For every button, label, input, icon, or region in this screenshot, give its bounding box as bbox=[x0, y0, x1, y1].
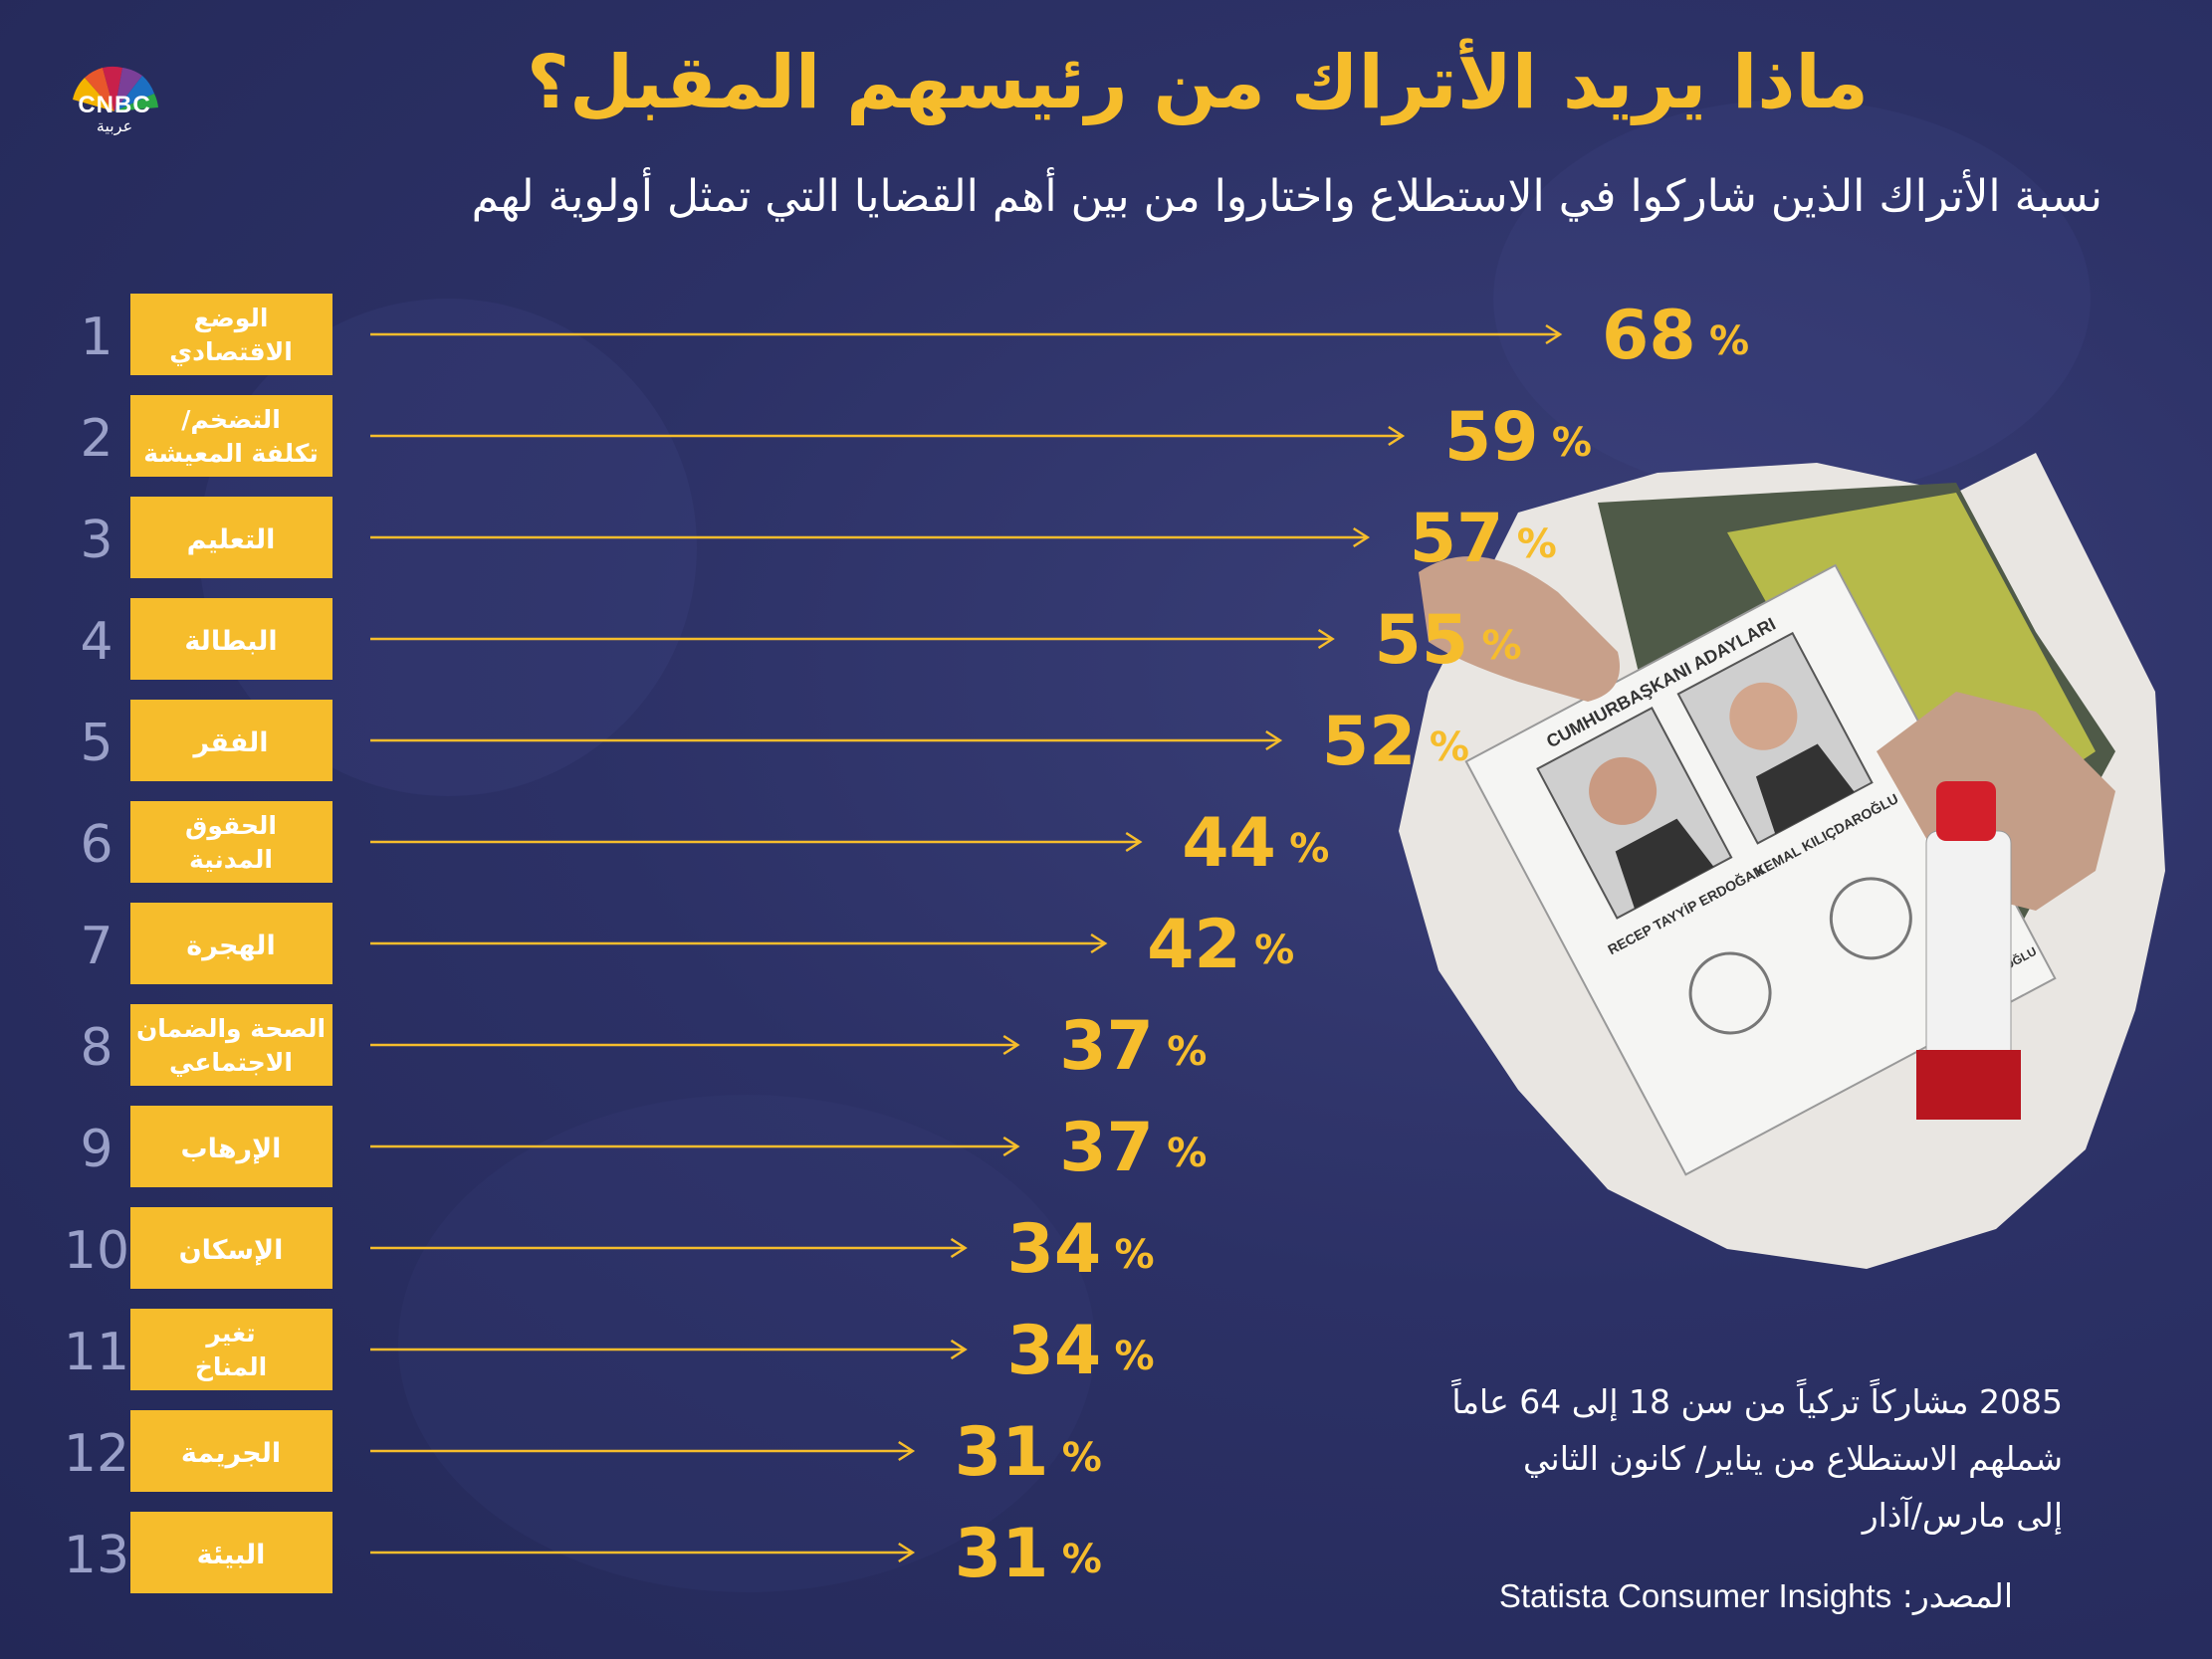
category-box bbox=[130, 1309, 332, 1390]
arrow-head bbox=[1265, 729, 1283, 751]
category-label: التضخم/ bbox=[181, 405, 281, 434]
value-unit: % bbox=[1167, 1029, 1207, 1075]
value-unit: % bbox=[1430, 725, 1469, 770]
value-unit: % bbox=[1709, 318, 1749, 364]
arrow-head bbox=[1125, 831, 1143, 853]
chart-subtitle: نسبة الأتراك الذين شاركوا في الاستطلاع و… bbox=[471, 171, 2102, 222]
rank-number: 9 bbox=[80, 1120, 112, 1179]
rank-number: 6 bbox=[80, 815, 112, 875]
value-unit: % bbox=[1062, 1435, 1102, 1481]
category-box bbox=[130, 1410, 332, 1492]
rank-number: 13 bbox=[64, 1526, 129, 1585]
category-box bbox=[130, 903, 332, 984]
value-unit: % bbox=[1552, 420, 1592, 466]
arrow-head bbox=[1090, 933, 1108, 954]
category-box bbox=[130, 598, 332, 680]
category-label: التعليم bbox=[187, 524, 276, 555]
value-label: 31 bbox=[955, 1515, 1049, 1593]
arrow-head bbox=[1545, 323, 1563, 345]
rank-number: 12 bbox=[64, 1424, 129, 1484]
logo-brand: CNBC bbox=[78, 92, 151, 118]
category-label: الحقوق bbox=[185, 811, 277, 841]
source-credit: المصدر: Statista Consumer Insights bbox=[1499, 1576, 2013, 1615]
category-label: البطالة bbox=[184, 626, 277, 657]
category-box bbox=[130, 497, 332, 578]
cnbc-peacock-icon bbox=[73, 66, 158, 111]
category-box bbox=[130, 801, 332, 883]
value-unit: % bbox=[1482, 623, 1522, 669]
arrow-head bbox=[898, 1440, 916, 1462]
rank-number: 10 bbox=[64, 1221, 129, 1281]
value-label: 37 bbox=[1059, 1109, 1154, 1187]
logo-subtitle: عربية bbox=[96, 116, 133, 135]
arrow-head bbox=[950, 1237, 968, 1259]
rank-number: 5 bbox=[80, 714, 112, 773]
value-label: 57 bbox=[1410, 500, 1504, 578]
value-label: 68 bbox=[1602, 297, 1696, 375]
category-label: الاقتصادي bbox=[169, 337, 293, 367]
category-label: المدنية bbox=[189, 845, 273, 874]
value-label: 52 bbox=[1322, 703, 1417, 781]
category-label: الجريمة bbox=[181, 1438, 281, 1469]
category-box bbox=[130, 1004, 332, 1086]
category-box bbox=[130, 700, 332, 781]
survey-note: 2085 مشاركاً تركياً من سن 18 إلى 64 عاما… bbox=[1346, 1373, 2063, 1544]
rank-number: 1 bbox=[80, 308, 112, 367]
arrow-head bbox=[1353, 526, 1371, 548]
rank-number: 2 bbox=[80, 409, 112, 469]
value-unit: % bbox=[1115, 1334, 1155, 1379]
category-label: تكلفة المعيشة bbox=[143, 439, 319, 468]
value-label: 34 bbox=[1007, 1210, 1102, 1289]
category-label: المناخ bbox=[195, 1352, 267, 1381]
category-label: الاجتماعي bbox=[169, 1048, 293, 1077]
category-label: الصحة والضمان bbox=[136, 1014, 326, 1044]
category-label: الإرهاب bbox=[181, 1134, 282, 1164]
value-unit: % bbox=[1062, 1537, 1102, 1582]
value-label: 34 bbox=[1007, 1312, 1102, 1390]
arrow-head bbox=[1317, 628, 1335, 650]
arrow-head bbox=[1002, 1034, 1020, 1056]
source-label: المصدر: bbox=[1901, 1576, 2013, 1615]
category-box bbox=[130, 395, 332, 477]
rank-number: 8 bbox=[80, 1018, 112, 1078]
value-label: 37 bbox=[1059, 1007, 1154, 1086]
survey-note-line-3: إلى مارس/آذار bbox=[1862, 1496, 2063, 1535]
category-box bbox=[130, 1106, 332, 1187]
category-label: الفقر bbox=[191, 727, 268, 758]
rank-number: 3 bbox=[80, 511, 112, 570]
category-label: الوضع bbox=[194, 304, 269, 333]
value-unit: % bbox=[1517, 521, 1557, 567]
category-label: الهجرة bbox=[186, 931, 275, 961]
background-texture bbox=[1493, 100, 2091, 498]
category-box bbox=[130, 294, 332, 375]
rank-number: 7 bbox=[80, 917, 112, 976]
survey-note-line-1: 2085 مشاركاً تركياً من سن 18 إلى 64 عاما… bbox=[1451, 1382, 2063, 1421]
value-label: 44 bbox=[1182, 804, 1276, 883]
value-label: 42 bbox=[1147, 906, 1241, 984]
arrow-head bbox=[1002, 1136, 1020, 1157]
category-label: البيئة bbox=[197, 1540, 266, 1570]
rank-number: 11 bbox=[64, 1323, 129, 1382]
value-unit: % bbox=[1167, 1131, 1207, 1176]
value-unit: % bbox=[1254, 928, 1294, 973]
arrow-head bbox=[1388, 425, 1406, 447]
category-label: الإسكان bbox=[179, 1235, 284, 1266]
source-value: Statista Consumer Insights bbox=[1498, 1577, 1892, 1614]
arrow-head bbox=[898, 1542, 916, 1563]
category-label: تغير bbox=[204, 1319, 255, 1348]
background-texture bbox=[398, 1095, 1095, 1592]
value-label: 31 bbox=[955, 1413, 1049, 1492]
chart-title: ماذا يريد الأتراك من رئيسهم المقبل؟ bbox=[527, 40, 1869, 125]
value-unit: % bbox=[1289, 826, 1329, 872]
survey-note-line-2: شملهم الاستطلاع من يناير/ كانون الثاني bbox=[1523, 1439, 2063, 1478]
ballot-photo: CUMHURBAŞKANI ADAYLARI KEMAL KILIÇDAROĞL… bbox=[1399, 453, 2165, 1269]
arrow-head bbox=[950, 1339, 968, 1360]
value-label: 59 bbox=[1444, 398, 1539, 477]
rank-number: 4 bbox=[80, 612, 112, 672]
category-box bbox=[130, 1207, 332, 1289]
value-label: 55 bbox=[1375, 601, 1469, 680]
value-unit: % bbox=[1115, 1232, 1155, 1278]
category-box bbox=[130, 1512, 332, 1593]
